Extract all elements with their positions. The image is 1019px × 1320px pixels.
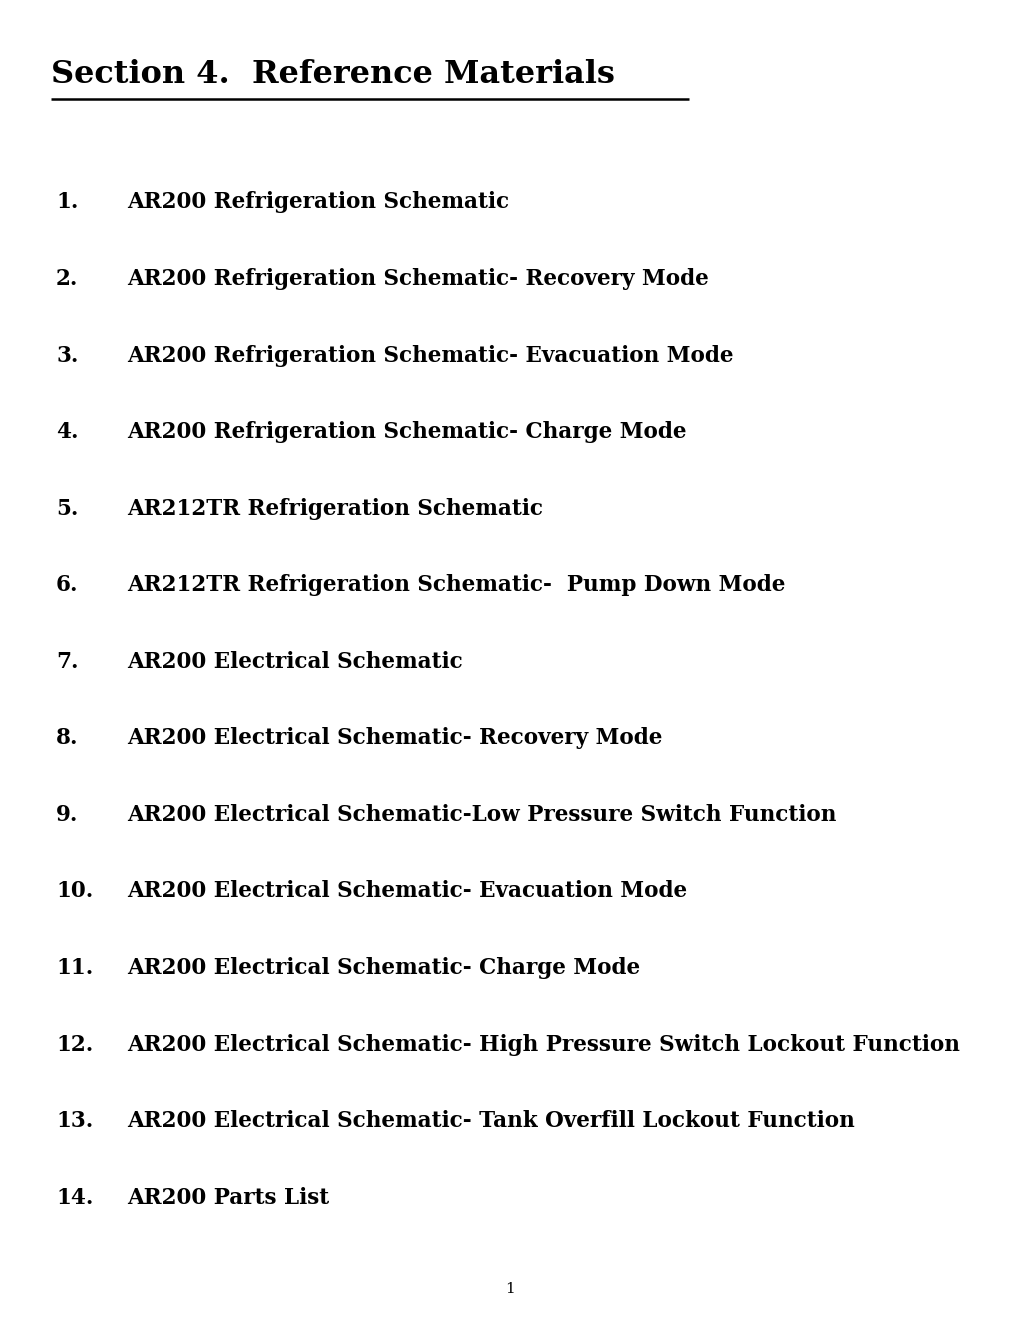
- Text: AR212TR Refrigeration Schematic: AR212TR Refrigeration Schematic: [127, 498, 543, 520]
- Text: AR200 Electrical Schematic- High Pressure Switch Lockout Function: AR200 Electrical Schematic- High Pressur…: [127, 1034, 960, 1056]
- Text: AR212TR Refrigeration Schematic-  Pump Down Mode: AR212TR Refrigeration Schematic- Pump Do…: [127, 574, 785, 597]
- Text: AR200 Electrical Schematic- Charge Mode: AR200 Electrical Schematic- Charge Mode: [127, 957, 640, 979]
- Text: 8.: 8.: [56, 727, 78, 750]
- Text: 11.: 11.: [56, 957, 94, 979]
- Text: 5.: 5.: [56, 498, 78, 520]
- Text: 6.: 6.: [56, 574, 78, 597]
- Text: Section 4.  Reference Materials: Section 4. Reference Materials: [51, 59, 614, 90]
- Text: 14.: 14.: [56, 1187, 94, 1209]
- Text: AR200 Electrical Schematic-Low Pressure Switch Function: AR200 Electrical Schematic-Low Pressure …: [127, 804, 836, 826]
- Text: 10.: 10.: [56, 880, 94, 903]
- Text: AR200 Parts List: AR200 Parts List: [127, 1187, 329, 1209]
- Text: 7.: 7.: [56, 651, 78, 673]
- Text: 2.: 2.: [56, 268, 78, 290]
- Text: 3.: 3.: [56, 345, 78, 367]
- Text: AR200 Electrical Schematic- Recovery Mode: AR200 Electrical Schematic- Recovery Mod…: [127, 727, 662, 750]
- Text: AR200 Electrical Schematic: AR200 Electrical Schematic: [127, 651, 463, 673]
- Text: AR200 Refrigeration Schematic- Recovery Mode: AR200 Refrigeration Schematic- Recovery …: [127, 268, 708, 290]
- Text: 13.: 13.: [56, 1110, 94, 1133]
- Text: 12.: 12.: [56, 1034, 94, 1056]
- Text: 1: 1: [504, 1282, 515, 1296]
- Text: 4.: 4.: [56, 421, 78, 444]
- Text: AR200 Refrigeration Schematic- Charge Mode: AR200 Refrigeration Schematic- Charge Mo…: [127, 421, 687, 444]
- Text: AR200 Refrigeration Schematic- Evacuation Mode: AR200 Refrigeration Schematic- Evacuatio…: [127, 345, 734, 367]
- Text: AR200 Refrigeration Schematic: AR200 Refrigeration Schematic: [127, 191, 510, 214]
- Text: 9.: 9.: [56, 804, 78, 826]
- Text: AR200 Electrical Schematic- Tank Overfill Lockout Function: AR200 Electrical Schematic- Tank Overfil…: [127, 1110, 854, 1133]
- Text: 1.: 1.: [56, 191, 78, 214]
- Text: AR200 Electrical Schematic- Evacuation Mode: AR200 Electrical Schematic- Evacuation M…: [127, 880, 687, 903]
